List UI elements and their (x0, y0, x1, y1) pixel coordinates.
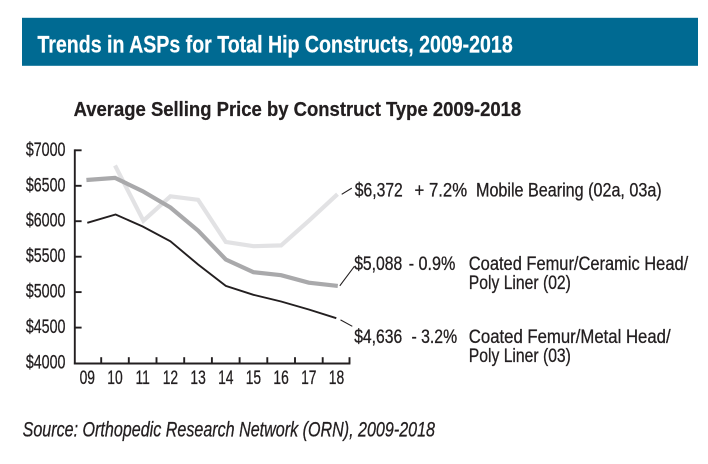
svg-text:Trends in ASPs for Total Hip C: Trends in ASPs for Total Hip Constructs,… (37, 31, 512, 58)
svg-text:Poly Liner (02): Poly Liner (02) (469, 271, 571, 293)
svg-text:$4,636: $4,636 (354, 325, 402, 347)
svg-text:10: 10 (107, 367, 122, 389)
svg-text:$7000: $7000 (26, 139, 66, 161)
svg-text:$6,372: $6,372 (355, 179, 403, 201)
svg-text:$4500: $4500 (26, 316, 66, 338)
svg-text:Average Selling Price by Const: Average Selling Price by Construct Type … (74, 98, 522, 121)
svg-text:Poly Liner (03): Poly Liner (03) (469, 344, 571, 366)
svg-text:13: 13 (190, 367, 205, 389)
svg-text:11: 11 (136, 367, 150, 389)
svg-text:Coated Femur/Metal Head/: Coated Femur/Metal Head/ (469, 326, 672, 347)
svg-text:17: 17 (301, 367, 316, 389)
svg-text:$6000: $6000 (26, 210, 66, 232)
svg-text:+ 7.2%: + 7.2% (415, 179, 468, 200)
svg-text:$5500: $5500 (26, 245, 66, 267)
svg-text:Source: Orthopedic Research Ne: Source: Orthopedic Research Network (ORN… (23, 418, 436, 442)
svg-text:18: 18 (329, 367, 344, 389)
svg-text:- 3.2%: - 3.2% (412, 325, 458, 347)
svg-text:09: 09 (80, 367, 95, 389)
svg-text:$5,088: $5,088 (354, 252, 402, 274)
svg-text:$5000: $5000 (26, 280, 66, 302)
svg-text:Mobile Bearing (02a, 03a): Mobile Bearing (02a, 03a) (476, 179, 662, 201)
svg-text:Coated Femur/Ceramic Head/: Coated Femur/Ceramic Head/ (469, 253, 689, 275)
svg-text:12: 12 (163, 367, 178, 389)
svg-text:$4000: $4000 (26, 351, 66, 373)
svg-text:14: 14 (218, 367, 233, 389)
svg-text:$6500: $6500 (26, 174, 66, 196)
svg-text:16: 16 (273, 367, 288, 389)
svg-text:- 0.9%: - 0.9% (409, 252, 456, 274)
svg-text:15: 15 (246, 367, 261, 389)
